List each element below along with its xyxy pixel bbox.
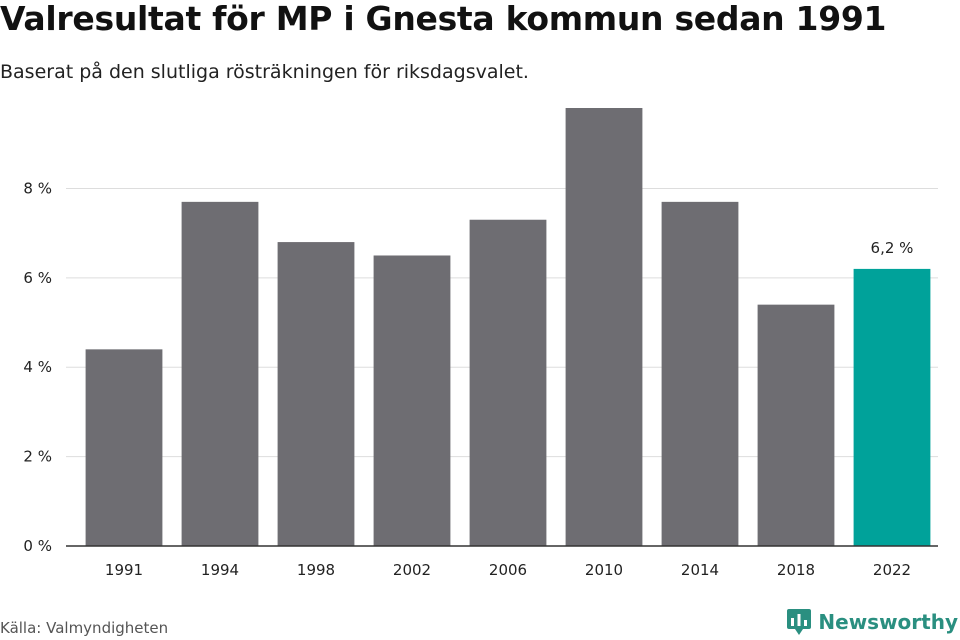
bar	[565, 108, 643, 546]
bar	[85, 349, 163, 546]
newsworthy-logo-icon	[787, 609, 812, 635]
y-tick-label: 0 %	[23, 537, 52, 555]
source-note: Källa: Valmyndigheten	[0, 619, 169, 637]
bar	[757, 304, 835, 546]
bar	[661, 201, 739, 546]
brand-name: Newsworthy	[818, 610, 958, 634]
brand-logo: Newsworthy	[787, 608, 958, 636]
data-label: 6,2 %	[871, 239, 914, 257]
bar	[853, 268, 931, 546]
y-tick-label: 8 %	[23, 179, 52, 197]
bar	[373, 255, 451, 546]
x-tick-label: 2002	[393, 561, 431, 579]
y-tick-label: 2 %	[23, 448, 52, 466]
x-tick-label: 2006	[489, 561, 527, 579]
x-tick-label: 2018	[777, 561, 815, 579]
x-tick-label: 1998	[297, 561, 335, 579]
x-tick-label: 2014	[681, 561, 719, 579]
bar-chart: 0 % 2 % 4 % 6 % 8 % 1991 1994 1998 2002 2006 2010 2…	[23, 108, 938, 579]
bar	[469, 219, 547, 547]
x-tick-label: 1991	[105, 561, 143, 579]
x-tick-label: 2022	[873, 561, 911, 579]
y-tick-label: 6 %	[23, 269, 52, 287]
chart-title: Valresultat för MP i Gnesta kommun sedan…	[0, 0, 887, 38]
x-tick-label: 1994	[201, 561, 239, 579]
bar	[181, 201, 259, 546]
y-tick-label: 4 %	[23, 358, 52, 376]
bar	[277, 242, 355, 546]
x-tick-label: 2010	[585, 561, 623, 579]
chart-subtitle: Baserat på den slutliga rösträkningen fö…	[0, 61, 529, 83]
